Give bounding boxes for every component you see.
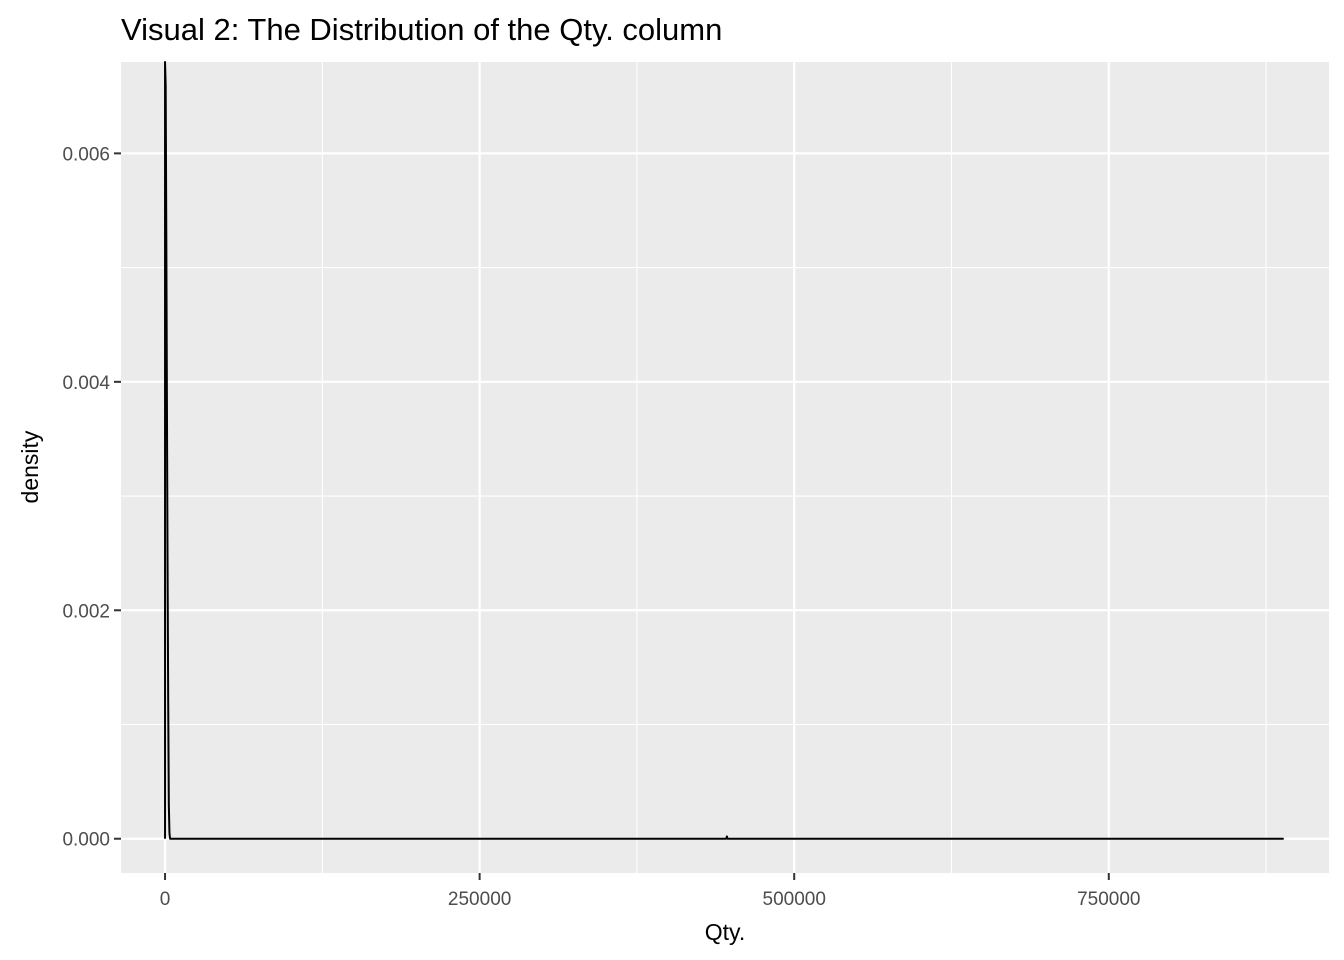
y-axis: 0.000 0.002 0.004 0.006 (62, 144, 121, 851)
y-tick-label: 0.006 (62, 144, 110, 165)
chart-title: Visual 2: The Distribution of the Qty. c… (121, 12, 722, 47)
density-line (164, 61, 1284, 840)
y-tick-label: 0.004 (62, 373, 110, 394)
x-tick-label: 250000 (448, 889, 511, 910)
x-tick-label: 0 (160, 889, 171, 910)
y-tick-label: 0.000 (62, 830, 110, 851)
y-axis-title: density (17, 430, 43, 503)
y-tick-label: 0.002 (62, 601, 110, 622)
minor-gridlines (121, 62, 1329, 873)
plot-panel (121, 62, 1329, 873)
x-axis-title: Qty. (705, 919, 745, 945)
x-axis: 0 250000 500000 750000 (160, 873, 1140, 910)
x-tick-label: 500000 (763, 889, 826, 910)
x-tick-label: 750000 (1077, 889, 1140, 910)
series-layer (164, 61, 1284, 840)
